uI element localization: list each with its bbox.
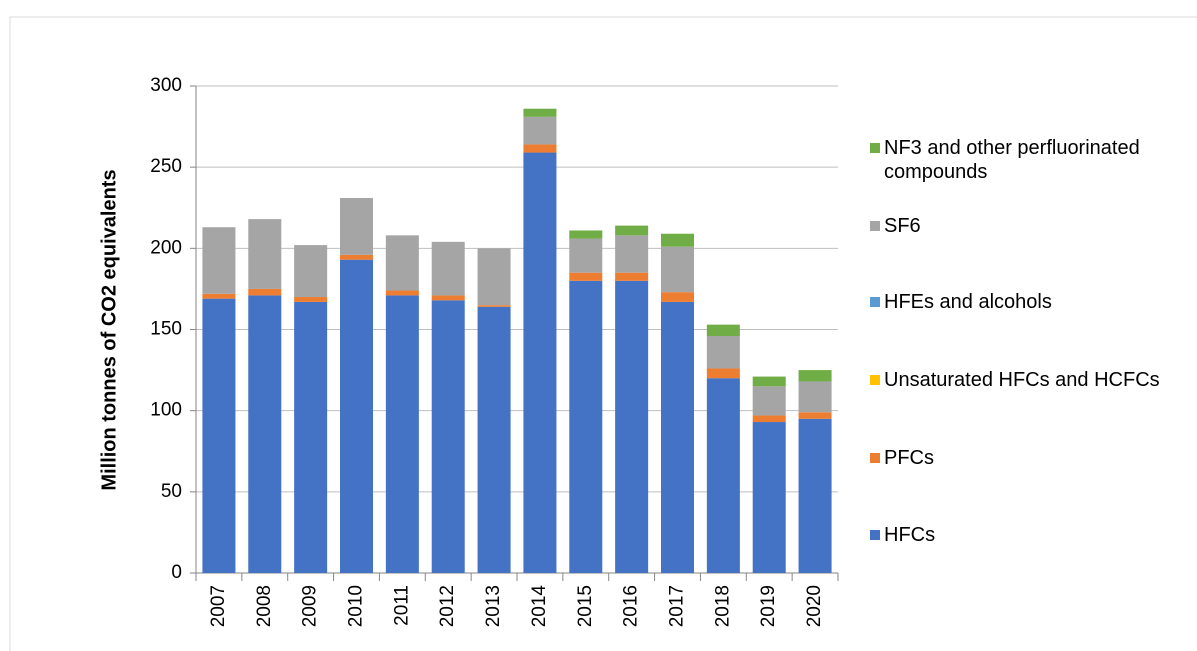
legend-swatch <box>870 143 880 153</box>
bar-segment <box>431 241 465 296</box>
legend-swatch <box>870 221 880 231</box>
bar-segment <box>294 245 328 298</box>
bar-segment <box>477 306 511 573</box>
y-tick-label: 100 <box>150 400 182 421</box>
y-tick-label: 150 <box>150 319 182 340</box>
legend-item: Unsaturated HFCs and HCFCs <box>870 368 1190 392</box>
bar-segment <box>294 301 328 573</box>
y-tick-label: 50 <box>161 481 182 502</box>
legend-swatch <box>870 297 880 307</box>
bar-segment <box>752 376 786 387</box>
legend-swatch <box>870 453 880 463</box>
x-tick-label: 2014 <box>529 585 550 628</box>
y-tick-label: 0 <box>171 562 182 583</box>
bar-segment <box>798 418 832 573</box>
bar-segment <box>706 324 740 336</box>
y-axis-label: Million tonnes of CO2 equivalents <box>98 169 120 490</box>
y-tick-label: 250 <box>150 156 182 177</box>
bar-segment <box>248 295 282 573</box>
bar-segment <box>660 292 695 302</box>
x-tick-label: 2007 <box>208 585 229 627</box>
bar-segment <box>385 290 419 296</box>
x-tick-label: 2012 <box>437 585 458 627</box>
bar-segment <box>752 422 786 573</box>
bar-segment <box>569 272 603 281</box>
bar-segment <box>339 259 374 573</box>
legend-item: SF6 <box>870 214 1190 238</box>
x-tick-label: 2009 <box>300 585 321 627</box>
bar-segment <box>202 298 236 573</box>
legend-label: SF6 <box>884 215 921 237</box>
x-tick-label: 2011 <box>391 585 412 626</box>
legend-item: PFCs <box>870 446 1190 470</box>
bar-segment <box>752 386 786 416</box>
x-tick-label: 2008 <box>254 585 275 627</box>
legend-swatch <box>870 530 880 540</box>
bar-segment <box>339 198 374 255</box>
bar-segment <box>615 272 649 281</box>
bar-segment <box>248 288 282 296</box>
bar-segment <box>798 381 832 413</box>
x-tick-label: 2013 <box>483 585 504 627</box>
bar-segment <box>615 235 649 273</box>
x-tick-label: 2017 <box>667 585 688 627</box>
bar-segment <box>431 300 465 573</box>
legend-swatch <box>870 375 880 385</box>
bar-segment <box>477 305 511 307</box>
y-tick-label: 200 <box>150 237 182 258</box>
legend-label: HFEs and alcohols <box>884 291 1052 313</box>
y-tick-label: 300 <box>150 75 182 96</box>
bar-segment <box>202 293 236 299</box>
bar-segment <box>339 254 374 260</box>
bar-segment <box>798 370 832 382</box>
bar-segment <box>523 116 557 145</box>
bar-segment <box>660 301 695 573</box>
bar-segment <box>202 227 236 294</box>
legend-item: NF3 and other perfluorinated compounds <box>870 136 1190 184</box>
bar-segment <box>248 219 282 289</box>
bar-segment <box>523 152 557 573</box>
bar-segment <box>706 368 740 379</box>
legend-item: HFEs and alcohols <box>870 290 1190 314</box>
x-tick-label: 2019 <box>758 585 779 627</box>
bar-segment <box>706 378 740 573</box>
bar-segment <box>523 108 557 117</box>
x-tick-label: 2015 <box>575 585 596 627</box>
bar-segment <box>294 297 328 302</box>
bar-segment <box>569 280 603 573</box>
bar-segment <box>569 230 603 239</box>
bar-segment <box>660 233 695 247</box>
bar-segment <box>385 295 419 573</box>
legend-label: Unsaturated HFCs and HCFCs <box>884 369 1160 391</box>
bar-segment <box>569 238 603 273</box>
bar-segment <box>477 248 511 306</box>
x-tick-label: 2010 <box>346 585 367 627</box>
bar-segment <box>706 335 740 369</box>
bar-segment <box>431 295 465 301</box>
bar-segment <box>660 246 695 293</box>
legend-label: PFCs <box>884 447 934 469</box>
legend-label: NF3 and other perfluorinated compounds <box>884 137 1140 183</box>
x-tick-label: 2020 <box>804 585 825 627</box>
x-tick-label: 2018 <box>712 585 733 627</box>
bar-segment <box>385 235 419 291</box>
bar-segment <box>752 415 786 423</box>
legend-label: HFCs <box>884 524 936 546</box>
bar-segment <box>798 412 832 419</box>
x-tick-label: 2016 <box>621 585 642 627</box>
legend-item: HFCs <box>870 523 1190 547</box>
bar-segment <box>615 225 649 236</box>
bar-segment <box>615 280 649 573</box>
bar-segment <box>523 144 557 153</box>
